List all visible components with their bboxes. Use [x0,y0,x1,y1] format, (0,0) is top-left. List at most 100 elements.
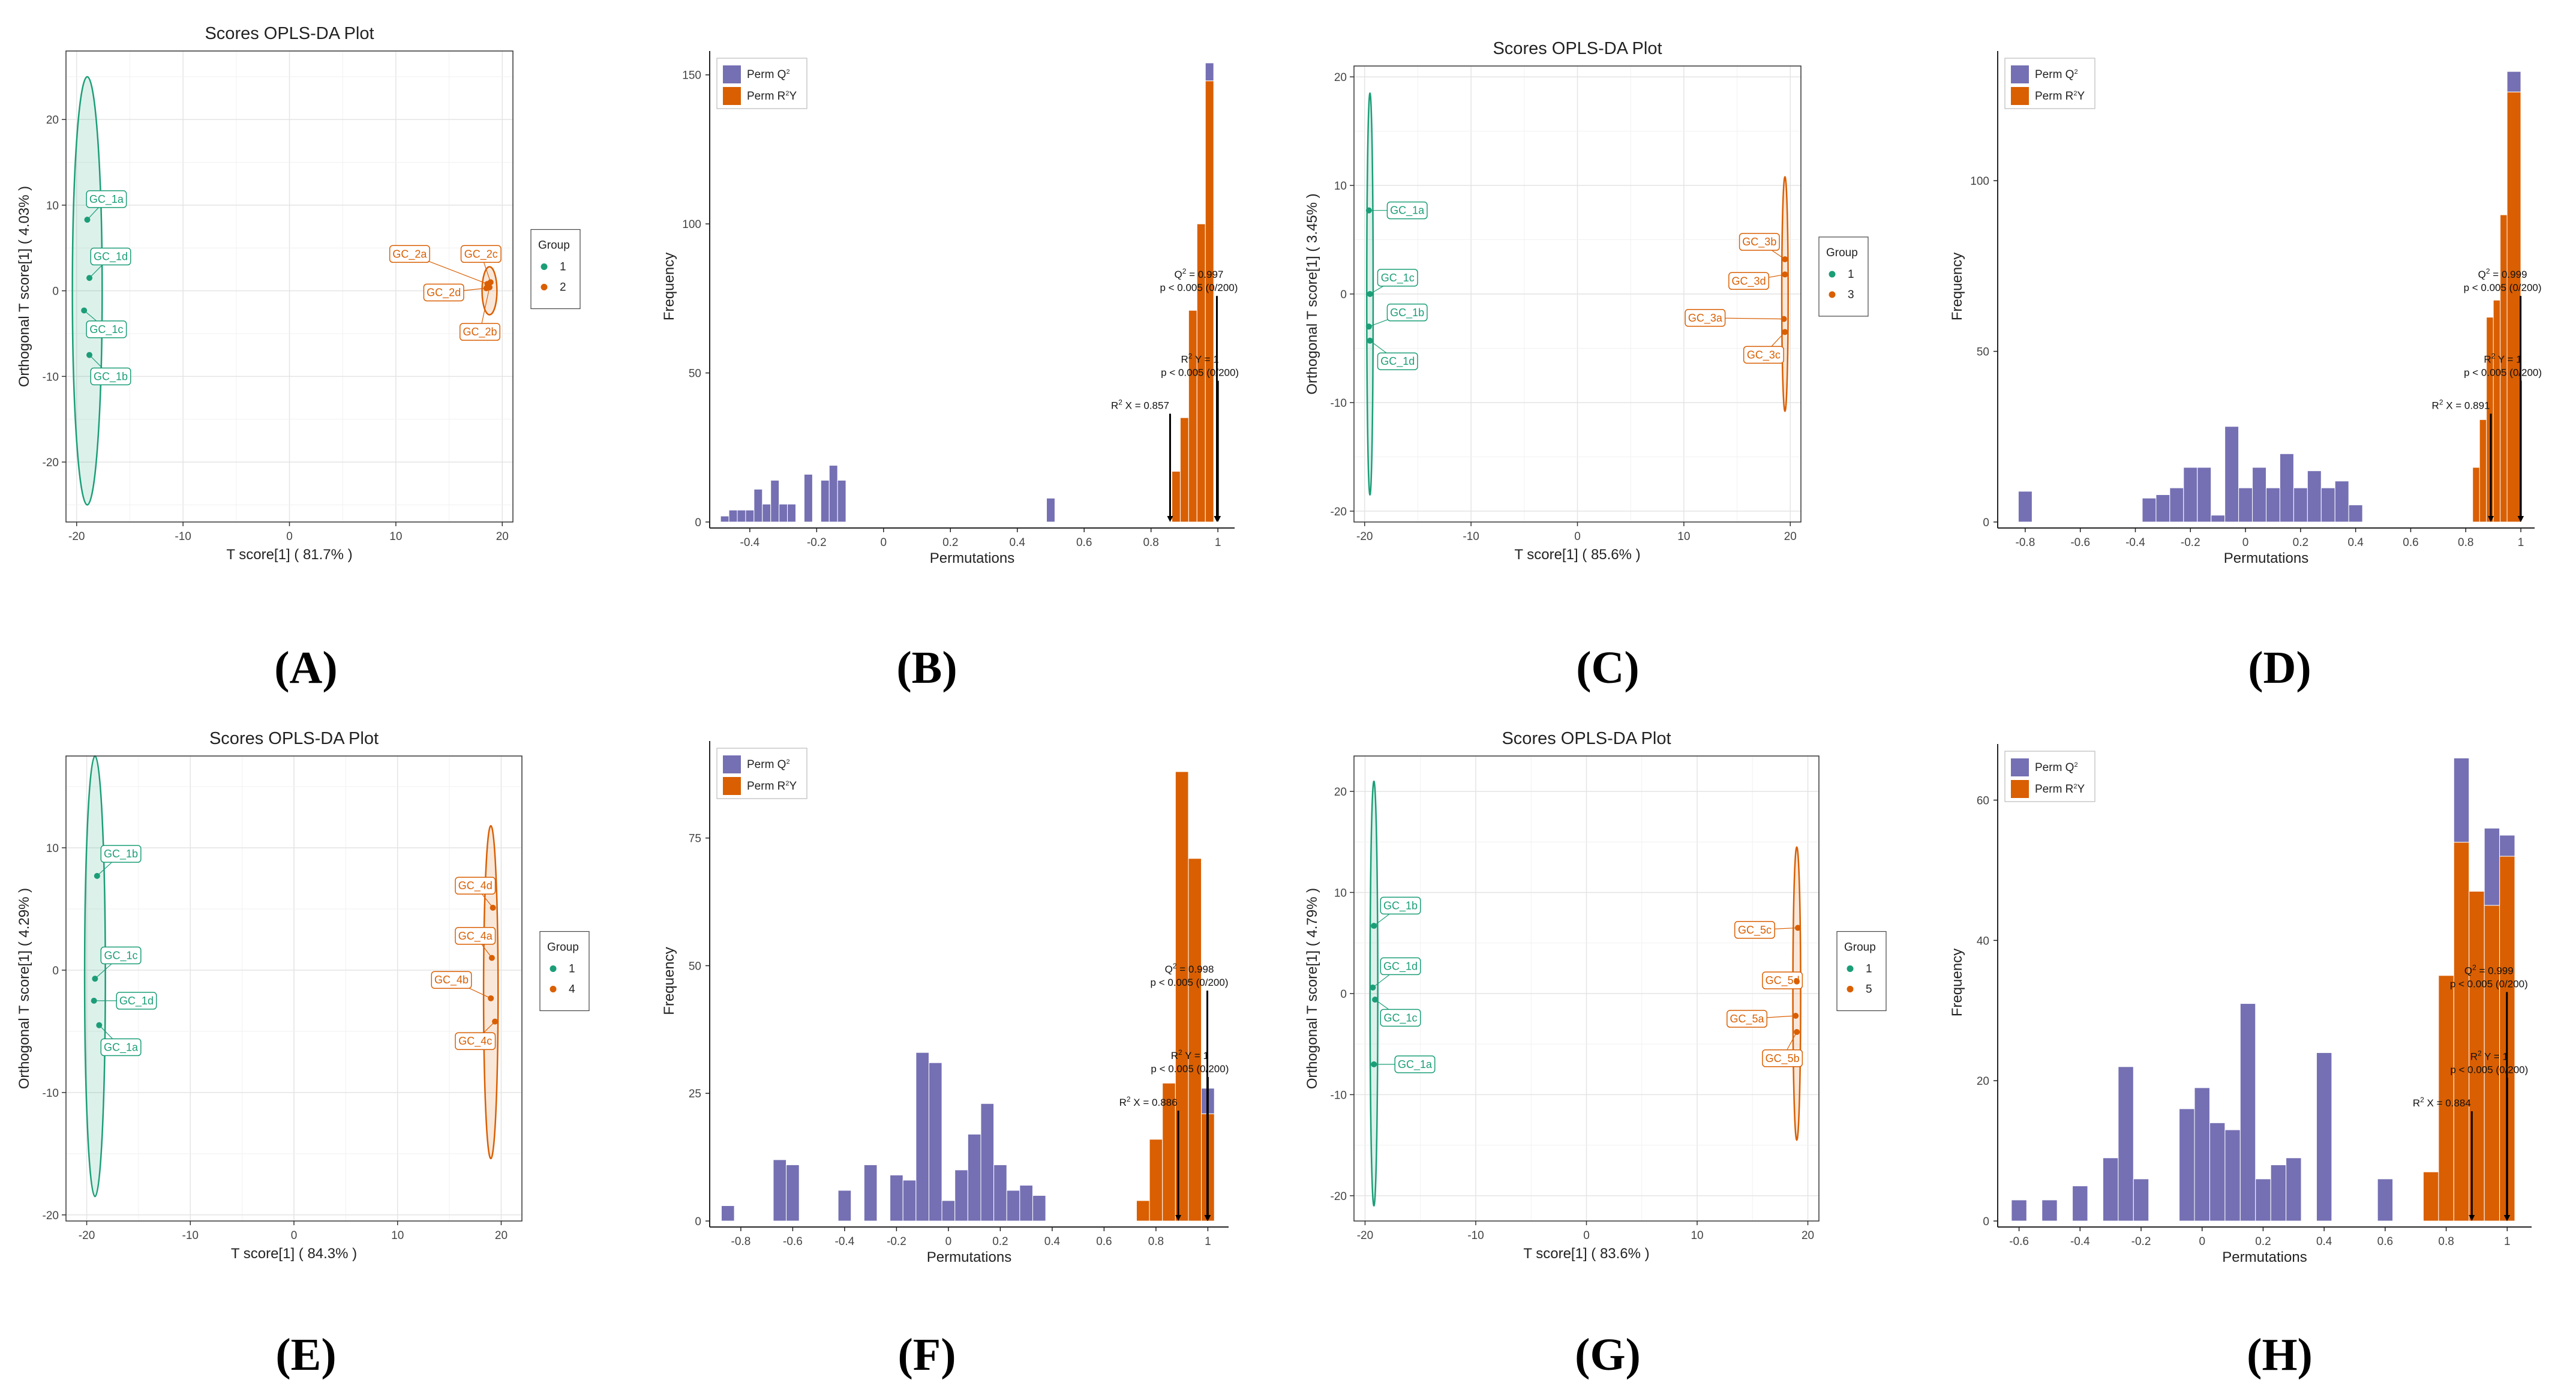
point-label-box [1386,201,1428,220]
bar-perm-q2 [2224,426,2239,523]
x-tick-label: 0.2 [992,1235,1008,1248]
bar-perm-r2y [1172,471,1181,523]
y-tick-label: 0 [695,517,701,529]
annotation-text: p < 0.005 (0/200) [2464,282,2542,293]
point-label: GC_4b [434,974,469,986]
legend-swatch [2011,780,2029,798]
annotation-text-part: X = 0.891 [2443,400,2490,411]
x-axis-label: Permutations [2224,550,2308,566]
x-tick-label: -0.2 [807,536,827,549]
legend-title: Group [1826,247,1858,259]
legend-swatch [723,755,741,773]
bar-perm-q2 [2224,1129,2241,1222]
legend-label-main: Perm Q [2035,761,2074,774]
y-axis-label: Frequency [661,253,677,320]
x-tick-label: 0.6 [1076,536,1092,549]
x-tick-label: 0 [291,1229,298,1242]
scores-plot-c: -20 -10 0 10 20 -20 -10 0 10 20 Scores OPLS-DA Plo… [1304,39,1869,563]
y-tick-label: 0 [52,286,59,298]
y-tick-label: 75 [689,833,701,845]
legend-swatch [2011,758,2029,776]
data-point [1781,316,1787,322]
point-label: GC_4c [458,1035,492,1048]
bar-perm-r2y [1188,858,1202,1222]
bar-perm-r2y [2422,1171,2439,1222]
y-axis-label: Orthogonal T score[1] ( 4.79% ) [1304,888,1320,1089]
annotation-text-sup: 2 [1178,1048,1182,1057]
data-point [1782,271,1788,278]
y-tick-label: -10 [1331,1089,1347,1102]
y-tick-label: 50 [1977,346,1989,359]
confidence-ellipse [1781,176,1789,412]
y-tick-label: 50 [689,368,701,380]
x-tick-label: 0.8 [1148,1235,1164,1248]
point-label: GC_1b [104,848,138,860]
x-tick-label: -0.8 [731,1235,751,1248]
legend-swatch [541,284,548,290]
data-point [1367,291,1373,297]
legend-swatch [550,986,557,992]
point-label-box [100,946,142,965]
bar-perm-q2 [2293,487,2308,523]
point-label-box [1734,921,1775,939]
permutation-histogram-d: -0.8 -0.6 -0.4 -0.2 0 0.2 0.4 0.6 0.8 1 0 50 100 Perm… [1949,51,2542,566]
point-label: GC_1d [1383,960,1418,973]
annotation-text-part: Q [2478,269,2486,280]
x-tick-label: 10 [391,1229,404,1242]
x-tick-label: 0.8 [2458,536,2473,549]
legend-title: Group [1844,941,1876,954]
arrow-head [1205,1215,1211,1221]
point-label: GC_1b [1383,899,1418,912]
point-label-box [1728,272,1770,290]
bar-perm-r2y [2506,91,2521,523]
bar-perm-q2 [2017,491,2032,523]
annotation-text: Q2 = 0.999 [2478,267,2527,280]
x-axis-label: Permutations [927,1249,1011,1265]
y-axis-label: Frequency [661,947,677,1015]
y-tick-label: 0 [695,1216,701,1228]
point-label-box [86,320,127,338]
annotation-text: R2 X = 0.886 [1119,1095,1178,1108]
bar-perm-q2 [2211,515,2226,523]
annotation-text: R2 X = 0.884 [2413,1096,2471,1109]
data-point [96,1022,103,1028]
legend-swatch [2011,65,2029,83]
bar-perm-q2 [828,465,838,523]
y-tick-label: 0 [1983,517,1989,529]
legend-label: Perm Q2 [747,758,790,771]
point-label: GC_5b [1766,1052,1800,1065]
x-tick-label: 0.4 [2316,1235,2332,1248]
y-axis-label: Frequency [1949,253,1965,320]
confidence-ellipse [1792,846,1802,1141]
legend-swatch [2011,87,2029,105]
point-label-box [460,323,501,341]
legend-box [1818,236,1869,317]
x-axis-label: T score[1] ( 83.6% ) [1523,1246,1649,1262]
data-point [1365,323,1372,330]
legend-label-sup: 2 [785,780,789,787]
x-tick-label: -0.4 [2125,536,2145,549]
point-label: GC_1a [1398,1058,1433,1071]
point-label-box [1394,1055,1436,1073]
caption-f: (F) [897,1330,956,1380]
bar-perm-q2 [2348,505,2363,523]
x-tick-label: 0 [945,1235,952,1248]
x-tick-label: 1 [1205,1235,1211,1248]
data-point [1794,978,1800,985]
bar-perm-q2 [837,1190,852,1222]
annotation-text: R2 Y = 1 [2484,352,2521,365]
legend-label: 1 [569,963,575,976]
legend-title: Group [538,239,570,252]
legend-label-sup: 2 [785,90,789,97]
chart-title: Scores OPLS-DA Plot [1502,729,1671,748]
point-label: GC_1d [119,995,154,1007]
x-tick-label: -0.2 [2131,1235,2151,1248]
x-tick-label: -0.8 [2016,536,2035,549]
point-label: GC_5d [1766,974,1800,987]
annotation-text-part: R [1171,1050,1178,1061]
bar-perm-q2 [2041,1199,2058,1222]
legend-swatch [723,87,741,105]
point-label-box [1685,309,1726,327]
point-label-box [1762,971,1803,989]
x-tick-label: 1 [1215,536,1221,549]
